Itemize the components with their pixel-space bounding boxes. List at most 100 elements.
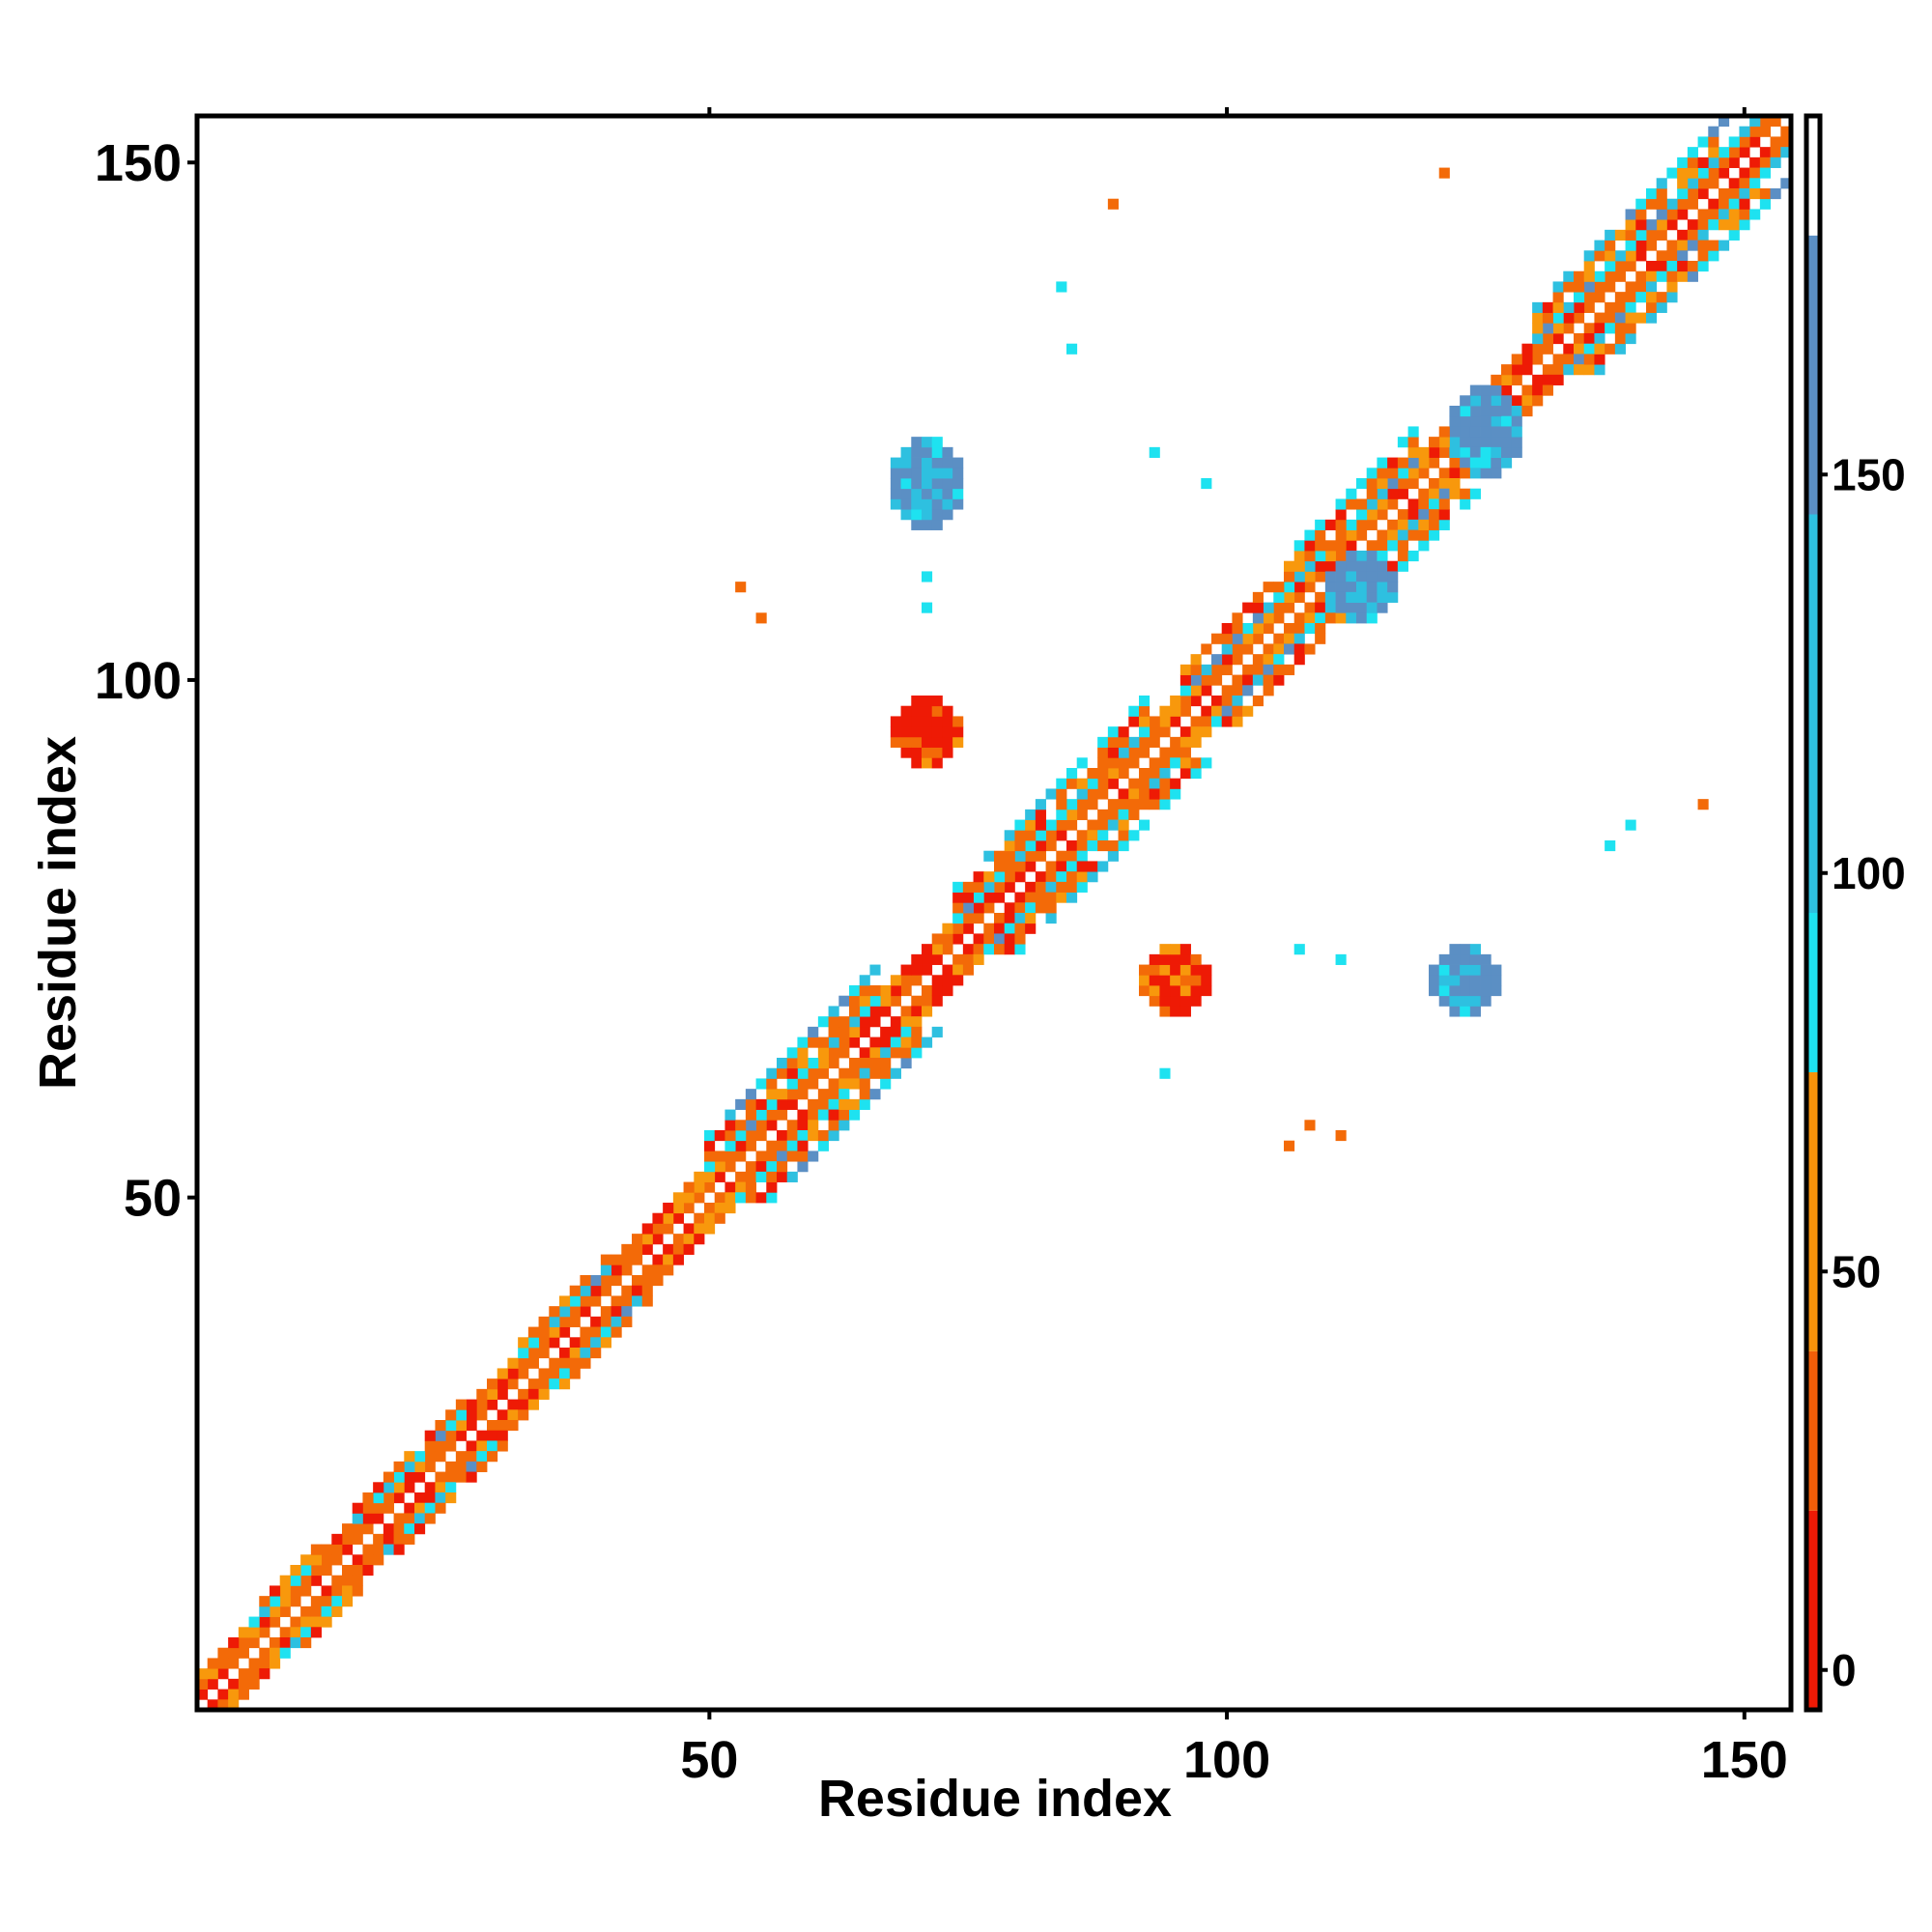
heatmap-cell [931, 705, 943, 717]
heatmap-cell [911, 696, 923, 707]
heatmap-cell [1387, 468, 1399, 479]
heatmap-cell [786, 1067, 798, 1079]
heatmap-cell [1284, 643, 1295, 655]
heatmap-cell [890, 457, 901, 469]
heatmap-cell [1491, 415, 1502, 427]
heatmap-cell [1574, 364, 1585, 376]
heatmap-cell [1211, 716, 1223, 727]
heatmap-cell [911, 995, 923, 1007]
heatmap-cell [952, 488, 964, 499]
heatmap-cell [869, 995, 881, 1007]
heatmap-cell [424, 1502, 436, 1514]
heatmap-cell [279, 1637, 291, 1649]
heatmap-cell [735, 1181, 747, 1193]
heatmap-cell [1139, 716, 1151, 727]
heatmap-cell [1407, 498, 1419, 510]
heatmap-cell [1728, 156, 1740, 168]
heatmap-cell [621, 1295, 633, 1307]
heatmap-cell [922, 747, 933, 758]
heatmap-cell [1780, 147, 1792, 158]
heatmap-cell [435, 1451, 446, 1463]
heatmap-cell [777, 1058, 788, 1069]
heatmap-cell [1532, 323, 1544, 334]
heatmap-cell [435, 1482, 446, 1493]
heatmap-cell [808, 1058, 819, 1069]
heatmap-cell [259, 1668, 270, 1680]
heatmap-cell [755, 1120, 767, 1131]
heatmap-cell [487, 1378, 498, 1390]
heatmap-cell [1407, 437, 1419, 448]
heatmap-cell [1646, 188, 1658, 200]
heatmap-cell [922, 1006, 933, 1017]
heatmap-cell [849, 1026, 861, 1037]
heatmap-cell [1677, 156, 1689, 168]
heatmap-cell [1438, 519, 1450, 530]
heatmap-cell [1625, 333, 1636, 345]
colorbar-tick-label: 50 [1832, 1246, 1881, 1296]
heatmap-cell [600, 1316, 611, 1327]
heatmap-cell [663, 1254, 674, 1265]
heatmap-cell [538, 1348, 550, 1359]
heatmap-cell [466, 1440, 477, 1452]
heatmap-cell [321, 1616, 332, 1628]
heatmap-cell [1552, 323, 1564, 334]
heatmap-cell [1159, 747, 1171, 758]
heatmap-cell [559, 1368, 571, 1379]
heatmap-cell [1139, 964, 1151, 976]
heatmap-cell [414, 1502, 426, 1514]
heatmap-cell [1201, 643, 1212, 655]
heatmap-cell [393, 1482, 405, 1493]
heatmap-cell [1583, 250, 1595, 262]
heatmap-cell [1179, 1006, 1191, 1017]
heatmap-cell [683, 1243, 695, 1255]
heatmap-cell [1324, 582, 1336, 593]
heatmap-cell [1739, 188, 1750, 200]
heatmap-cell [1139, 788, 1151, 800]
heatmap-cell [300, 1554, 312, 1566]
heatmap-cell [797, 1120, 809, 1131]
heatmap-cell [1387, 519, 1399, 530]
heatmap-cell [290, 1627, 301, 1638]
heatmap-cell [1418, 519, 1430, 530]
heatmap-cell [1501, 374, 1513, 385]
heatmap-cell [1149, 716, 1160, 727]
heatmap-cell [1324, 551, 1336, 562]
heatmap-cell [859, 1047, 870, 1059]
heatmap-cell [1087, 861, 1098, 872]
heatmap-cell [538, 1316, 550, 1327]
heatmap-cell [1614, 323, 1626, 334]
heatmap-cell [1594, 354, 1605, 365]
heatmap-cell [527, 1357, 539, 1369]
heatmap-cell [1438, 975, 1450, 986]
heatmap-cell [1677, 250, 1689, 262]
heatmap-cell [569, 1357, 581, 1369]
heatmap-cell [900, 1058, 912, 1069]
heatmap-cell [1687, 178, 1698, 189]
y-tick-label: 150 [95, 134, 182, 192]
heatmap-cell [900, 747, 912, 758]
heatmap-cell [1366, 582, 1378, 593]
heatmap-cell [1014, 892, 1026, 903]
heatmap-cell [310, 1565, 322, 1577]
heatmap-cell [1677, 178, 1689, 189]
heatmap-cell [527, 1337, 539, 1349]
heatmap-cell [1149, 799, 1160, 810]
heatmap-cell [735, 1130, 747, 1142]
heatmap-cell [1159, 1067, 1171, 1079]
heatmap-cell [1149, 757, 1160, 769]
heatmap-cell [922, 457, 933, 469]
heatmap-cell [1056, 830, 1067, 841]
heatmap-cell [1315, 540, 1326, 552]
heatmap-cell [197, 1689, 209, 1700]
heatmap-cell [1159, 944, 1171, 955]
heatmap-cell [1035, 850, 1046, 862]
heatmap-cell [745, 1140, 756, 1151]
heatmap-cell [1749, 156, 1761, 168]
heatmap-cell [559, 1348, 571, 1359]
heatmap-cell [1201, 705, 1212, 717]
heatmap-cell [497, 1378, 508, 1390]
heatmap-cell [1335, 602, 1347, 613]
heatmap-cell [890, 478, 901, 490]
heatmap-cell [828, 1130, 839, 1142]
heatmap-cell [383, 1492, 394, 1504]
